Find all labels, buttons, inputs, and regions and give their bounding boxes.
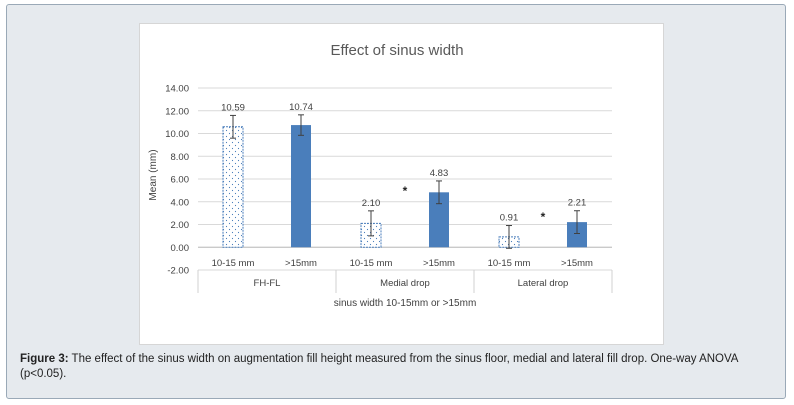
category-label: 10-15 mm (488, 258, 531, 269)
significance-asterisk: * (541, 210, 546, 224)
category-label: 10-15 mm (350, 258, 393, 269)
group-label: Lateral drop (518, 278, 569, 289)
data-label: 2.21 (568, 198, 587, 209)
y-tick-label: -2.00 (167, 266, 189, 277)
group-label: Medial drop (380, 278, 430, 289)
category-label: >15mm (285, 258, 317, 269)
caption-label: Figure 3: (20, 353, 69, 365)
bar-10-15mm (222, 126, 244, 248)
figure-caption: Figure 3: The effect of the sinus width … (20, 352, 772, 382)
caption-text: The effect of the sinus width on augment… (20, 353, 738, 380)
data-label: 4.83 (430, 168, 449, 179)
bar-over-15mm (567, 222, 587, 248)
y-tick-label: 10.00 (165, 129, 189, 140)
category-label: >15mm (423, 258, 455, 269)
data-label: 10.59 (221, 102, 245, 113)
y-axis-label: Mean (mm) (148, 149, 159, 200)
category-label: >15mm (561, 258, 593, 269)
y-tick-label: 8.00 (171, 152, 190, 163)
y-tick-label: 4.00 (171, 197, 190, 208)
category-label: 10-15 mm (212, 258, 255, 269)
y-tick-label: 14.00 (165, 84, 189, 95)
y-tick-label: 12.00 (165, 106, 189, 117)
y-tick-label: 6.00 (171, 175, 190, 186)
data-label: 10.74 (289, 102, 313, 113)
bar-over-15mm (291, 125, 311, 248)
chart-title: Effect of sinus width (330, 42, 463, 59)
group-label: FH-FL (254, 278, 281, 289)
data-label: 0.91 (500, 213, 519, 224)
y-tick-label: 2.00 (171, 220, 190, 231)
data-label: 2.10 (362, 198, 381, 209)
significance-asterisk: * (403, 184, 408, 198)
y-tick-label: 0.00 (171, 243, 190, 254)
bar-over-15mm (429, 192, 449, 248)
x-axis-label: sinus width 10-15mm or >15mm (334, 298, 477, 309)
